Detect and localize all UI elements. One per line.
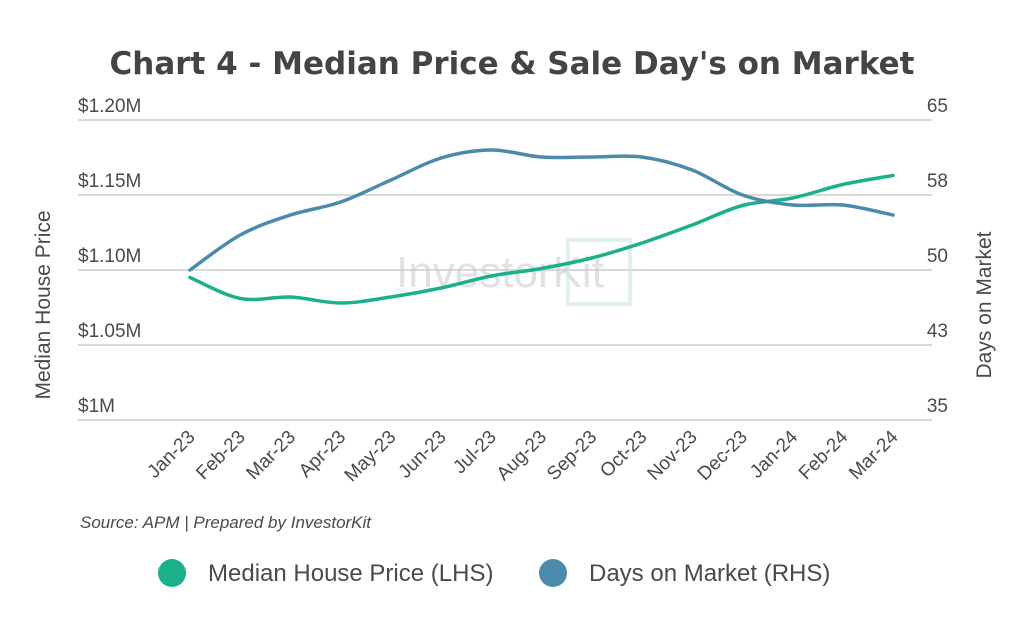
data-point xyxy=(841,203,845,207)
data-point xyxy=(891,174,895,177)
gridlines xyxy=(78,119,932,421)
legend-marker-price xyxy=(158,559,186,587)
data-point xyxy=(389,178,393,182)
data-point xyxy=(238,233,242,237)
data-point xyxy=(740,204,744,207)
data-point xyxy=(640,241,644,245)
data-point xyxy=(791,203,795,207)
right-tick-label: 50 xyxy=(927,246,948,267)
legend-label-price: Median House Price (LHS) xyxy=(208,560,493,587)
left-tick-label: $1.20M xyxy=(78,96,141,117)
left-axis-ticks: $1M $1.05M $1.10M $1.15M $1.20M xyxy=(78,96,141,417)
right-tick-label: 65 xyxy=(927,96,948,117)
legend-label-days: Days on Market (RHS) xyxy=(589,560,830,587)
data-point xyxy=(540,267,543,270)
data-point xyxy=(339,200,343,204)
x-tick-label: Dec-23 xyxy=(694,427,752,485)
left-tick-label: $1M xyxy=(78,396,115,417)
right-axis-title: Days on Market xyxy=(973,231,996,378)
x-tick-label: Jan-24 xyxy=(746,426,802,482)
x-tick-label: May-23 xyxy=(341,427,401,487)
data-point xyxy=(640,155,644,159)
data-point xyxy=(188,276,192,279)
source-note: Source: APM | Prepared by InvestorKit xyxy=(80,513,372,532)
data-point xyxy=(740,193,744,197)
x-tick-label: Feb-23 xyxy=(192,427,249,484)
data-point xyxy=(489,274,493,278)
x-axis-ticks: Jan-23Feb-23Mar-23Apr-23May-23Jun-23Jul-… xyxy=(144,426,903,486)
left-tick-label: $1.05M xyxy=(78,321,141,342)
data-point xyxy=(540,155,543,159)
x-tick-label: Nov-23 xyxy=(644,427,702,485)
right-axis-ticks: 35 43 50 58 65 xyxy=(927,96,948,417)
chart-title: Chart 4 - Median Price & Sale Day's on M… xyxy=(110,46,915,82)
x-tick-label: Mar-23 xyxy=(243,427,300,484)
x-tick-label: Mar-24 xyxy=(845,426,903,484)
data-point xyxy=(339,301,343,305)
right-tick-label: 35 xyxy=(927,396,948,417)
data-point xyxy=(288,213,292,217)
data-point xyxy=(389,295,393,299)
data-point xyxy=(439,286,443,290)
x-tick-label: Sep-23 xyxy=(543,427,601,485)
x-tick-label: Oct-23 xyxy=(596,427,651,482)
legend-marker-days xyxy=(539,559,567,587)
data-point xyxy=(841,183,845,186)
data-point xyxy=(791,196,795,200)
data-point xyxy=(188,268,192,272)
data-point xyxy=(288,295,292,299)
data-point xyxy=(489,148,493,152)
series-lines xyxy=(188,148,895,305)
x-tick-label: Jan-23 xyxy=(144,427,200,483)
data-point xyxy=(238,297,242,300)
watermark-logo: InvestorKit xyxy=(396,238,632,306)
x-tick-label: Jun-23 xyxy=(395,427,451,483)
data-point xyxy=(690,168,694,172)
data-point xyxy=(590,256,594,260)
data-point xyxy=(439,156,443,160)
x-tick-label: Feb-24 xyxy=(795,426,853,484)
left-axis-title: Median House Price xyxy=(32,210,55,399)
x-tick-label: Aug-23 xyxy=(493,427,551,485)
right-tick-label: 43 xyxy=(927,321,948,342)
data-point xyxy=(590,155,594,159)
data-point xyxy=(690,223,694,227)
right-tick-label: 58 xyxy=(927,171,948,192)
left-tick-label: $1.10M xyxy=(78,246,141,267)
left-tick-label: $1.15M xyxy=(78,171,141,192)
legend: Median House Price (LHS) Days on Market … xyxy=(158,559,830,587)
data-point xyxy=(891,213,895,217)
